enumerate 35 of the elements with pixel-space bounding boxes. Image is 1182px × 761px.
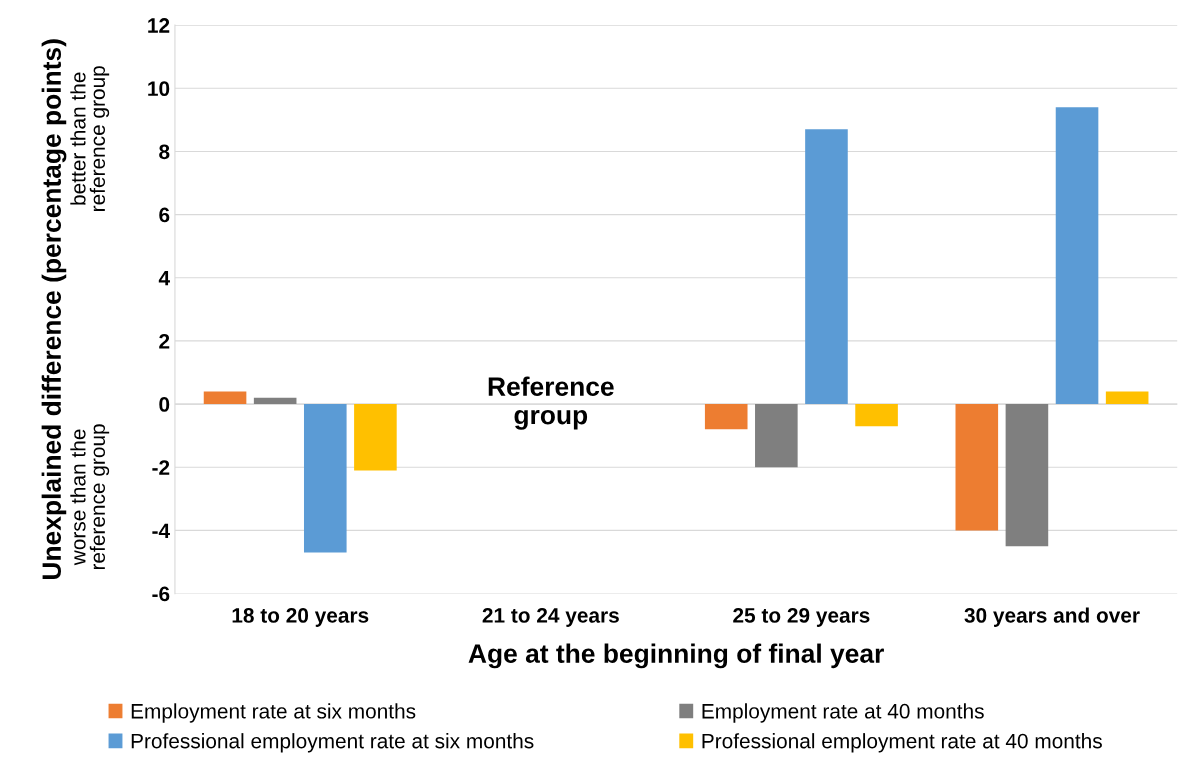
bar [755,404,798,468]
legend-label: Professional employment rate at 40 months [702,733,1102,753]
legend-label: Employment rate at 40 months [702,703,984,723]
legend-label: Employment rate at six months [131,703,416,723]
y-tick-label: -4 [152,523,170,538]
y-axis-title: Unexplained difference (percentage points) [41,39,67,580]
x-tick-label: 21 to 24 years [482,608,619,627]
bar [1055,107,1099,405]
y-tick-label: 12 [148,18,170,33]
x-tick-label: 30 years and over [964,607,1140,627]
bar [303,404,347,553]
y-tick-label: -6 [152,586,170,602]
y-tick-label: -2 [152,460,170,475]
bar [1005,404,1049,547]
bar [855,404,898,427]
annotation: Reference group [488,376,614,430]
y-tick-label: 10 [148,81,170,97]
x-tick-label: 25 to 29 years [733,608,870,627]
x-axis-title: Age at the beginning of final year [468,643,884,669]
bar [805,129,848,405]
bar [955,404,999,531]
y-tick-label: 8 [159,144,170,160]
x-tick-label: 18 to 20 years [232,608,369,627]
y-tick-label: 0 [159,397,170,412]
y-tick-label: 4 [158,270,170,286]
legend-label: Professional employment rate at six months [131,733,534,753]
y-tick-label: 6 [159,207,170,223]
y-tick-label: 2 [159,333,170,349]
bar [704,404,748,430]
bar [203,391,247,405]
text: worse than the reference group [70,424,110,570]
bar [253,397,297,405]
bar [1105,391,1149,405]
text: better than the reference group [70,66,110,211]
bar [354,404,397,471]
